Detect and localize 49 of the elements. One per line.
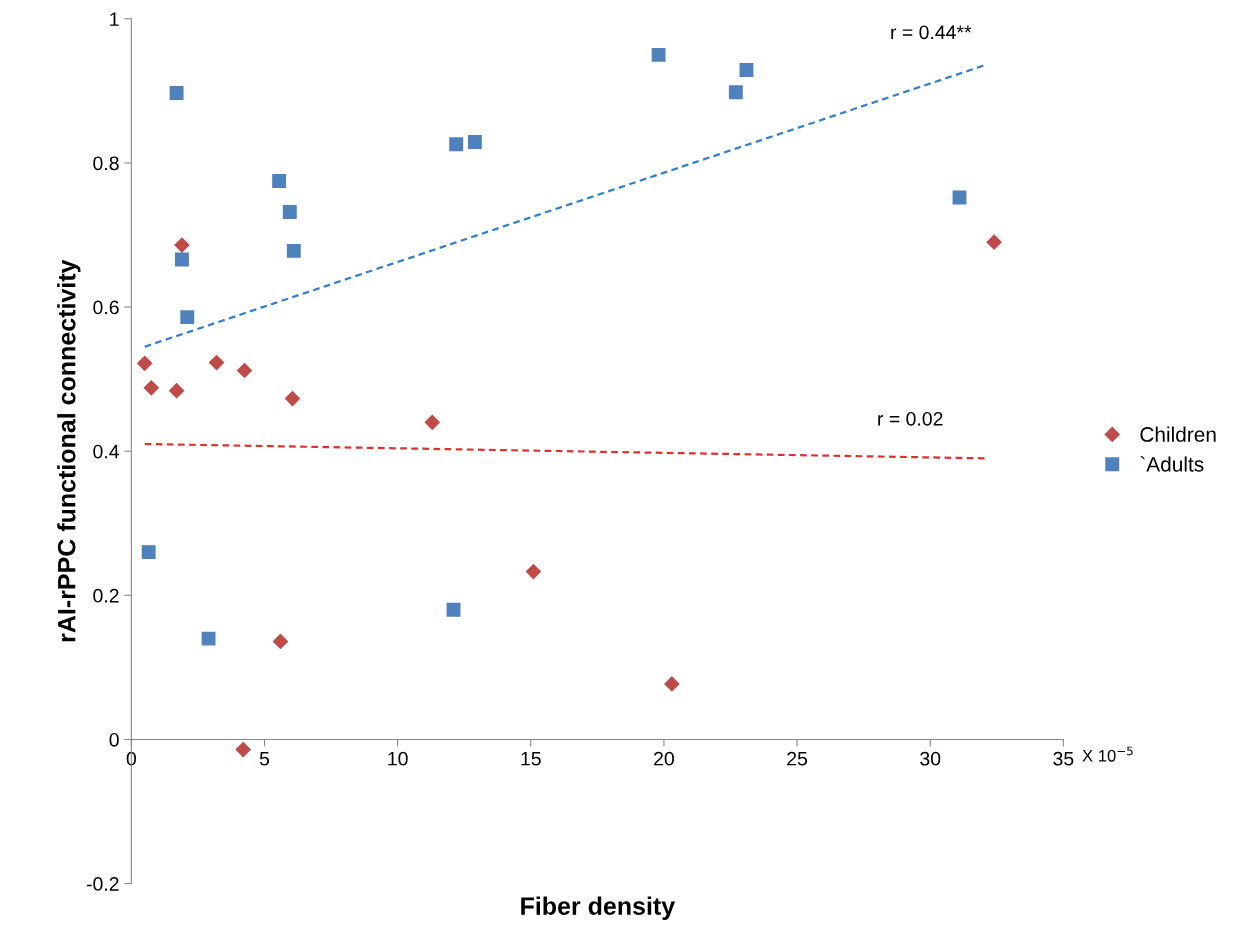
- x-tick-label: 35: [1053, 751, 1074, 766]
- x-axis-title: Fiber density: [521, 896, 676, 920]
- x-tick-label: 0: [126, 751, 136, 766]
- point: [525, 563, 542, 580]
- x-tick-label: 30: [920, 751, 941, 766]
- point: [424, 414, 440, 430]
- point: [467, 135, 482, 149]
- annotation: r = 0.02: [878, 411, 943, 426]
- x-tick-label: 5: [259, 751, 270, 766]
- x-tick-label: 20: [654, 751, 674, 766]
- point: [143, 380, 159, 396]
- y-tick-label: 0.8: [93, 156, 119, 171]
- x-tick-label: 25: [787, 751, 808, 766]
- point: [175, 252, 189, 267]
- point: [169, 383, 185, 399]
- y-tick-label: 0.4: [93, 444, 119, 459]
- legend-label: Children: [1140, 426, 1216, 442]
- text: X 10$^{−5}$: [1082, 746, 1133, 762]
- point: [728, 85, 743, 100]
- legend-label: `Adults: [1140, 456, 1204, 472]
- y-tick-label: -0.2: [86, 877, 119, 891]
- x-tick-label: 10: [388, 751, 408, 766]
- point: [449, 137, 464, 152]
- point: [180, 310, 195, 325]
- point: [141, 545, 156, 560]
- annotation: r = 0.44**: [891, 25, 972, 40]
- point: [169, 86, 184, 100]
- point: [174, 237, 190, 253]
- point: [284, 391, 301, 407]
- point: [272, 633, 289, 650]
- y-tick-label: 0: [109, 732, 119, 747]
- point: [137, 355, 153, 371]
- point: [208, 354, 225, 371]
- point: [282, 204, 297, 219]
- point: [201, 631, 216, 646]
- y-tick-label: 0.2: [93, 588, 119, 603]
- point: [739, 63, 754, 77]
- point: [286, 243, 301, 258]
- point: [664, 676, 680, 692]
- y-axis-title: rAI-rPPC functional connectivity: [57, 259, 81, 642]
- y-tick-label: 0.6: [93, 300, 119, 315]
- point: [651, 47, 666, 62]
- point: [986, 234, 1002, 250]
- point: [272, 174, 287, 188]
- point: [446, 602, 461, 617]
- y-tick-label: 1: [110, 12, 119, 26]
- x-tick-label: 15: [521, 751, 541, 766]
- point: [236, 362, 253, 379]
- point: [235, 741, 251, 758]
